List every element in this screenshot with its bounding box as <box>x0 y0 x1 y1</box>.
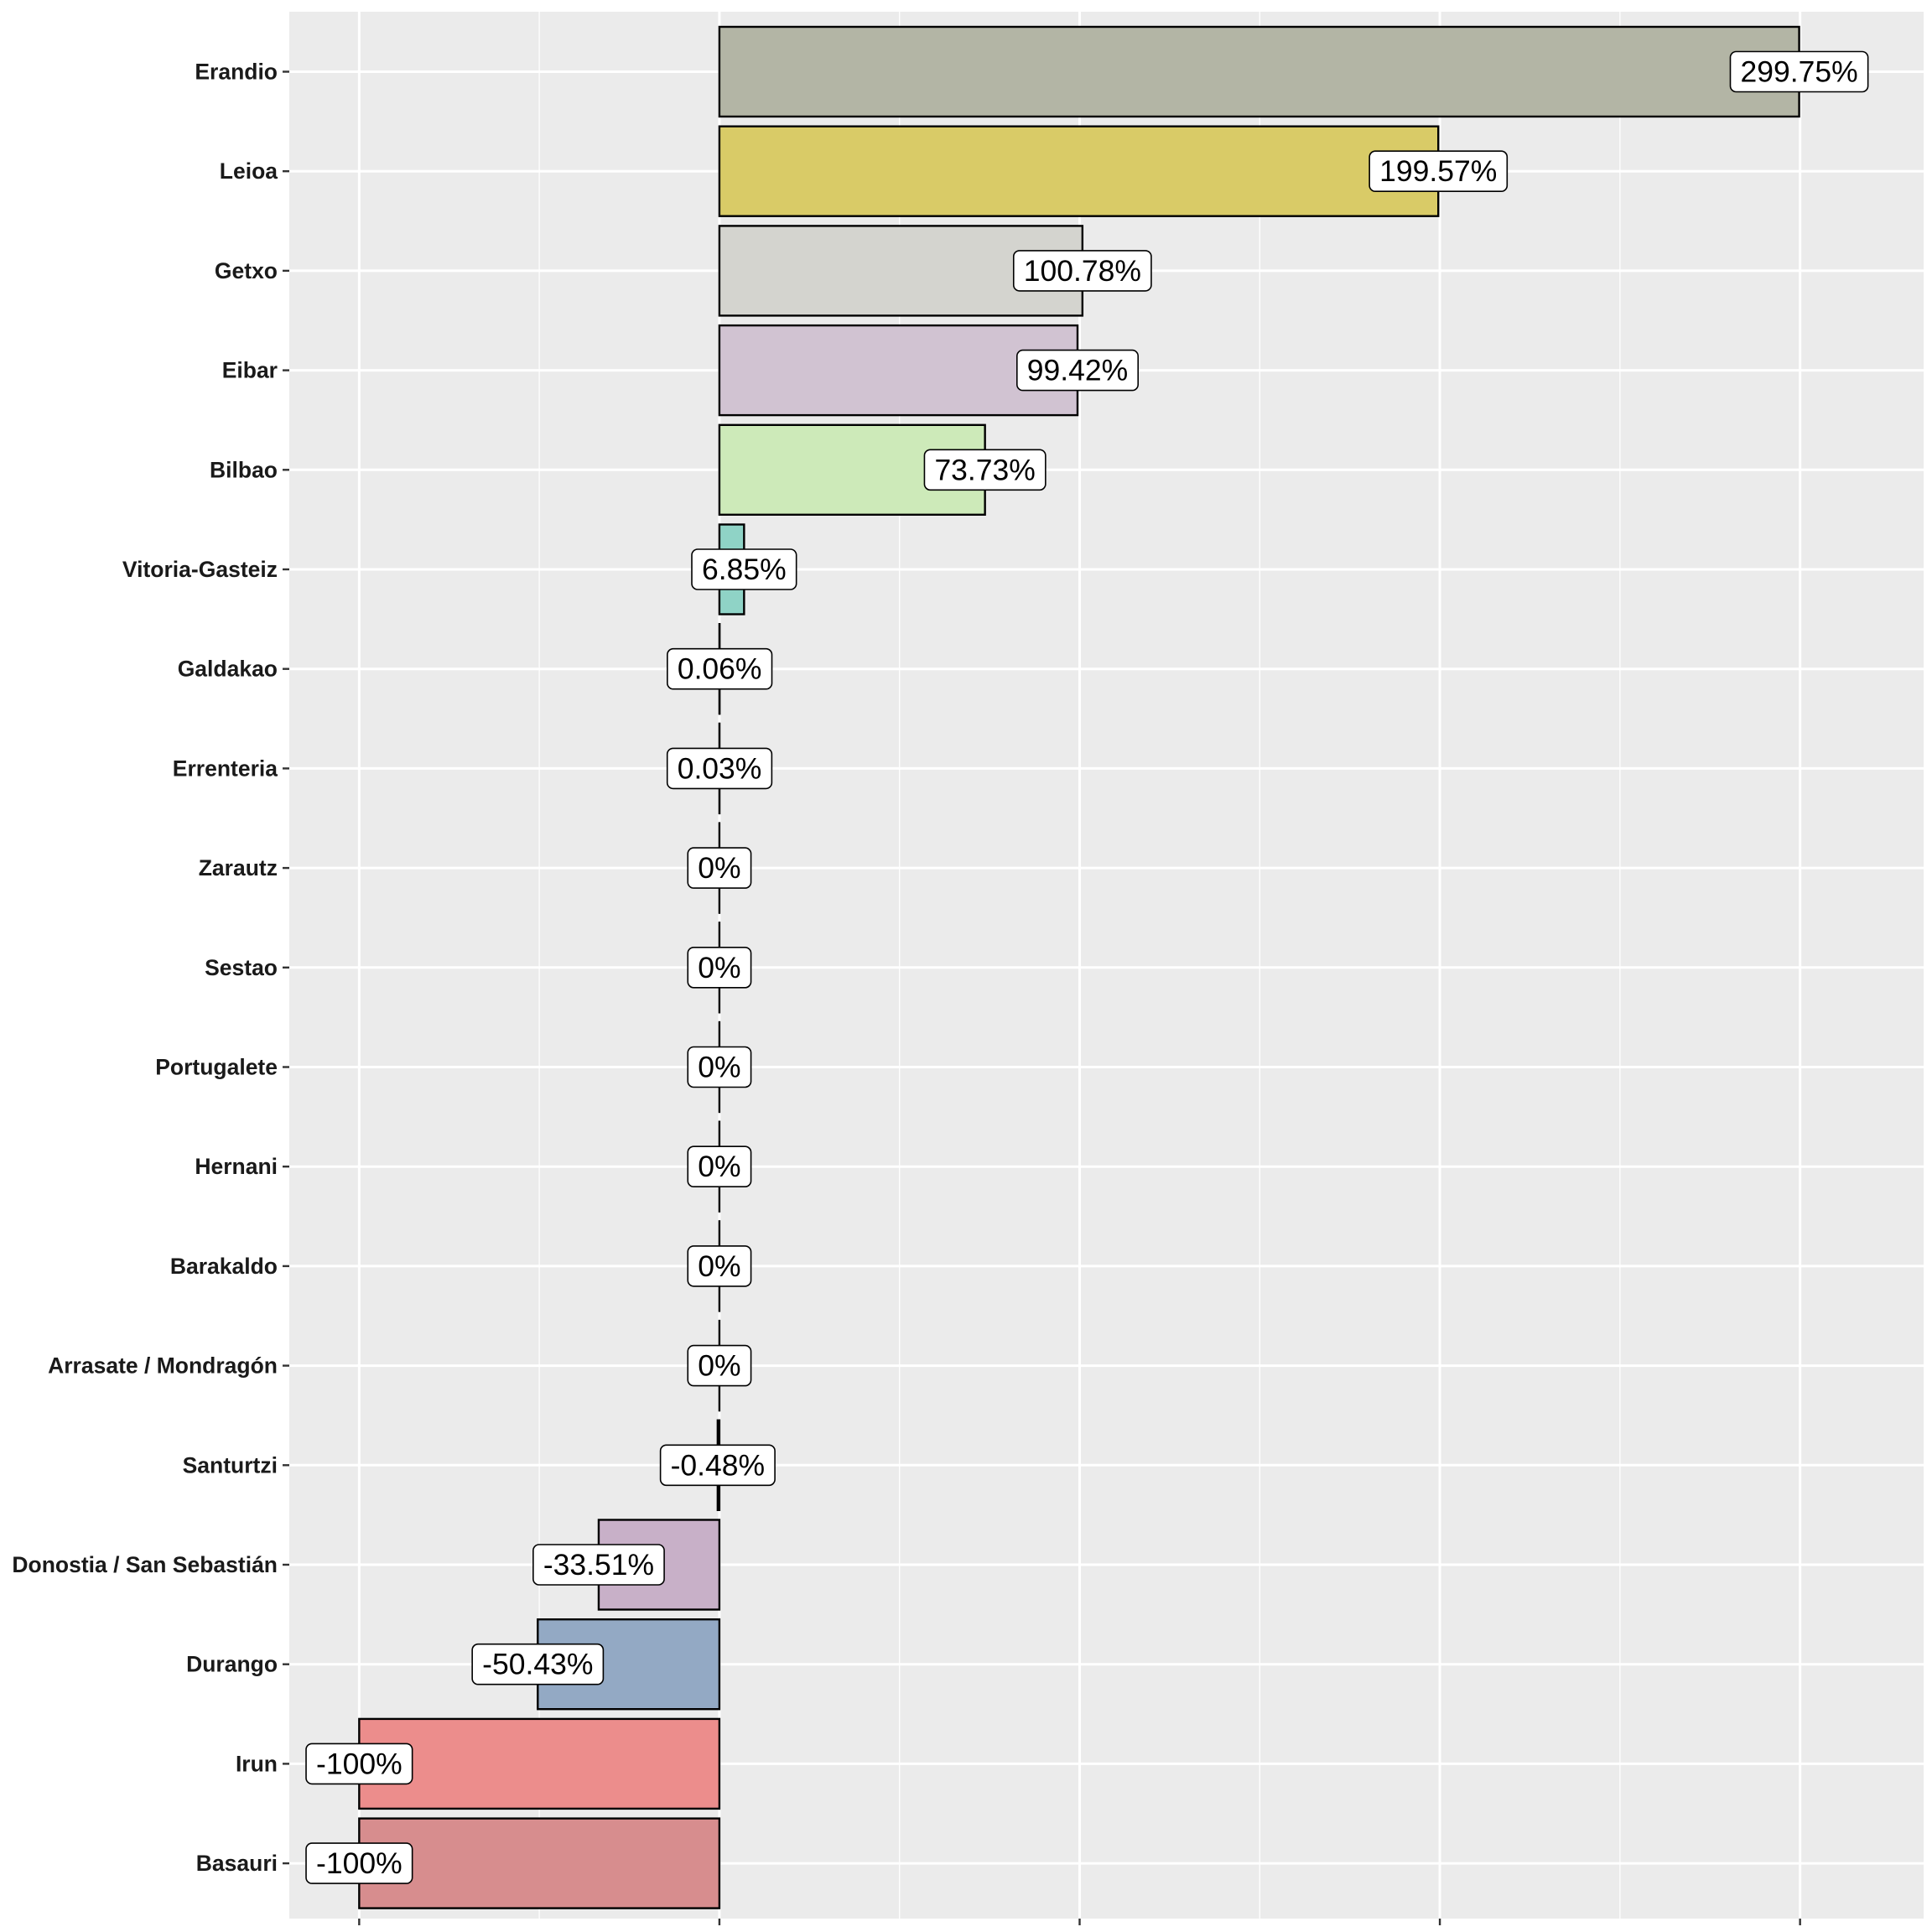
data-label-box <box>1729 50 1869 93</box>
y-tick-label: Donostia / San Sebastián <box>12 1552 278 1577</box>
data-label: 100.78% <box>1012 250 1152 292</box>
data-label-text: 99.42% <box>1027 354 1128 387</box>
data-label-box <box>687 947 752 989</box>
data-label-text: 0% <box>698 851 740 885</box>
data-label: 99.42% <box>1016 349 1140 392</box>
data-label: -33.51% <box>532 1544 665 1586</box>
bar-leioa <box>718 125 1440 217</box>
y-tick-label: Durango <box>186 1652 278 1677</box>
y-tick-label: Irun <box>236 1751 278 1776</box>
data-label: -100% <box>305 1842 413 1884</box>
data-label-text: 199.57% <box>1379 154 1497 188</box>
data-label: 0% <box>687 1245 752 1287</box>
data-label-box <box>923 449 1046 491</box>
data-label-text: 0% <box>698 1349 740 1383</box>
data-label: -0.48% <box>659 1444 776 1487</box>
data-label: 0% <box>687 1145 752 1187</box>
y-tick-label: Galdakao <box>178 657 278 682</box>
bar-irun <box>358 1717 721 1810</box>
y-tick-label: Errenteria <box>173 756 278 781</box>
data-label: 0.03% <box>666 747 773 790</box>
y-tick-label: Sestao <box>205 955 278 980</box>
data-label: 0.06% <box>667 647 773 690</box>
data-label: 73.73% <box>923 449 1046 491</box>
data-label-box <box>687 1344 752 1387</box>
y-tick-label: Portugalete <box>155 1055 278 1080</box>
y-tick-label: Erandio <box>195 60 278 85</box>
y-tick-label: Getxo <box>215 258 278 283</box>
data-label-text: 0% <box>698 1150 740 1183</box>
bar-erandio <box>718 25 1800 118</box>
data-label-box <box>687 1245 752 1287</box>
data-label-box <box>687 847 752 889</box>
y-tick-label: Leioa <box>220 158 278 184</box>
data-label: 6.85% <box>691 548 797 590</box>
data-label-box <box>687 1046 752 1088</box>
data-label-text: -50.43% <box>482 1648 593 1681</box>
bar-basauri <box>358 1817 721 1909</box>
data-label-box <box>1368 150 1509 192</box>
y-tick-label: Hernani <box>195 1154 278 1179</box>
data-label: 0% <box>687 1046 752 1088</box>
data-label-text: 100.78% <box>1024 254 1141 288</box>
data-label-text: 0% <box>698 1249 740 1283</box>
y-tick-label: Basauri <box>196 1851 278 1876</box>
data-label-box <box>532 1544 665 1586</box>
data-label-box <box>305 1842 413 1884</box>
data-label-box <box>471 1643 605 1685</box>
y-tick-label: Vitoria-Gasteiz <box>122 557 278 582</box>
data-label-box <box>305 1742 413 1785</box>
data-label-box <box>1012 250 1152 292</box>
y-tick-label: Arrasate / Mondragón <box>48 1353 278 1379</box>
data-label: 199.57% <box>1368 150 1509 192</box>
data-label-text: -33.51% <box>543 1548 654 1581</box>
data-label-text: -0.48% <box>671 1448 765 1482</box>
data-label-text: 0.06% <box>678 652 762 686</box>
data-label-box <box>691 548 797 590</box>
data-label-box <box>659 1444 776 1487</box>
data-label-box <box>666 747 773 790</box>
plot-panel <box>289 12 1924 1919</box>
data-label: -50.43% <box>471 1643 605 1685</box>
y-tick-label: Bilbao <box>210 457 278 482</box>
data-label-text: -100% <box>316 1747 402 1780</box>
data-label-box <box>667 647 773 690</box>
data-label-text: 73.73% <box>934 453 1035 486</box>
data-label-box <box>687 1145 752 1187</box>
data-label: 0% <box>687 847 752 889</box>
data-label-text: -100% <box>316 1846 402 1880</box>
data-label-text: 6.85% <box>702 553 787 586</box>
data-label: 0% <box>687 1344 752 1387</box>
data-label: 299.75% <box>1729 50 1869 93</box>
data-label: -100% <box>305 1742 413 1785</box>
data-label-text: 0% <box>698 1051 740 1084</box>
y-tick-label: Eibar <box>222 358 278 383</box>
data-label-text: 0% <box>698 951 740 984</box>
data-label: 0% <box>687 947 752 989</box>
data-label-text: 0.03% <box>678 751 762 785</box>
data-label-box <box>1016 349 1140 392</box>
data-label-text: 299.75% <box>1741 55 1858 89</box>
y-tick-label: Santurtzi <box>183 1452 278 1478</box>
y-tick-label: Zarautz <box>199 855 278 880</box>
y-tick-label: Barakaldo <box>170 1254 278 1279</box>
